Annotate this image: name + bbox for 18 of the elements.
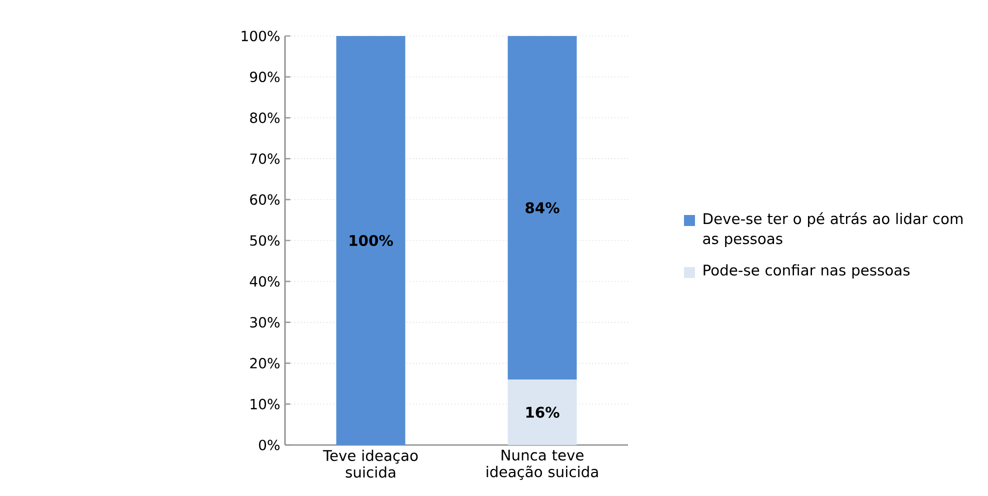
y-tick-label: 60% <box>250 194 280 205</box>
y-tick-label: 0% <box>259 440 280 450</box>
legend-label: Pode-se confiar nas pessoas <box>704 264 910 278</box>
legend-label: Deve-se ter o pé atrás ao lidar com as pessoas <box>703 212 962 248</box>
y-tick-label: 100% <box>242 30 280 42</box>
y-tick-label: 10% <box>250 398 280 410</box>
y-tick-label: 50% <box>250 235 280 246</box>
y-tick-label: 30% <box>250 317 280 328</box>
data-label: 100% <box>350 234 393 246</box>
x-tick-label: Teve ideaçao suicida <box>322 450 418 478</box>
x-tick-label: Nunca teve ideação suicida <box>486 450 598 480</box>
data-label: 84% <box>526 202 560 214</box>
y-tick-label: 90% <box>250 72 280 82</box>
y-tick-label: 80% <box>250 112 280 124</box>
data-label: 16% <box>526 406 560 418</box>
y-tick-label: 40% <box>250 276 280 287</box>
y-tick-label: 70% <box>250 153 280 164</box>
y-tick-label: 20% <box>250 358 280 368</box>
